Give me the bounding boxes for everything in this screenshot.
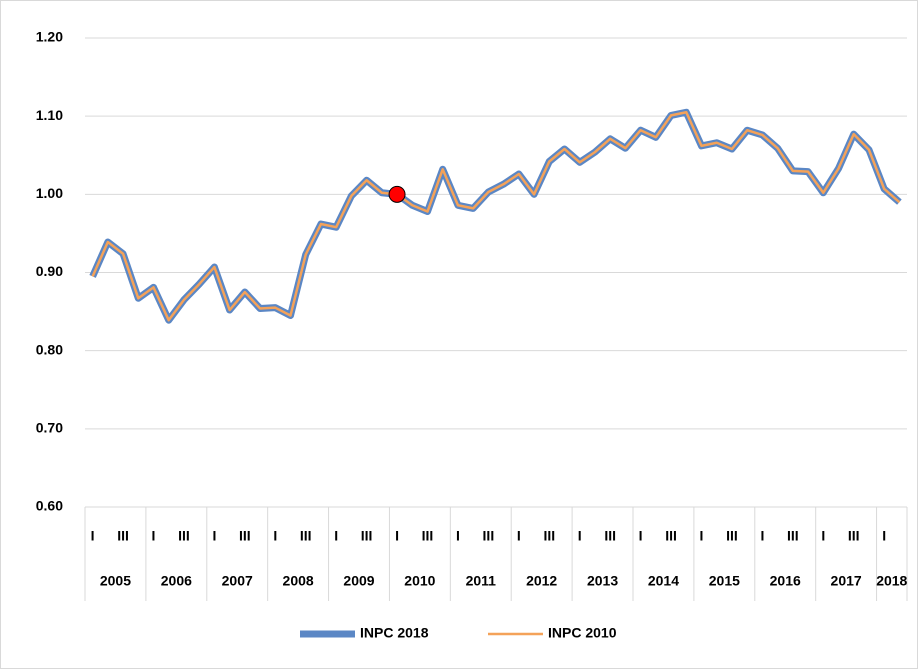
x-tick-label: I (334, 528, 338, 544)
x-tick-label: I (700, 528, 704, 544)
year-label: 2014 (648, 573, 679, 589)
year-label: 2016 (770, 573, 801, 589)
x-tick-label: III (848, 528, 860, 544)
year-label: 2007 (222, 573, 253, 589)
legend-label: INPC 2010 (548, 625, 617, 641)
y-tick-label: 0.60 (36, 498, 63, 514)
y-tick-label: 0.90 (36, 263, 63, 279)
x-tick-label: I (821, 528, 825, 544)
y-tick-label: 0.70 (36, 420, 63, 436)
y-tick-label: 1.20 (36, 29, 63, 45)
x-tick-label: I (517, 528, 521, 544)
year-label: 2012 (526, 573, 557, 589)
x-tick-label: III (543, 528, 555, 544)
x-tick-label: I (456, 528, 460, 544)
year-label: 2005 (100, 573, 131, 589)
x-tick-label: I (273, 528, 277, 544)
x-tick-label: III (483, 528, 495, 544)
x-tick-label: I (212, 528, 216, 544)
year-label: 2011 (466, 573, 497, 589)
y-tick-label: 0.80 (36, 341, 63, 357)
year-label: 2013 (587, 573, 618, 589)
y-tick-label: 1.10 (36, 107, 63, 123)
year-label: 2015 (709, 573, 740, 589)
year-label: 2010 (404, 573, 435, 589)
x-tick-label: III (361, 528, 373, 544)
x-tick-label: III (604, 528, 616, 544)
x-tick-label: I (395, 528, 399, 544)
x-tick-label: III (300, 528, 312, 544)
year-label: 2018 (876, 573, 907, 589)
x-tick-label: III (178, 528, 190, 544)
x-tick-label: III (787, 528, 799, 544)
x-tick-label: I (91, 528, 95, 544)
x-tick-label: III (726, 528, 738, 544)
series-line (91, 111, 901, 322)
year-label: 2017 (831, 573, 862, 589)
x-tick-label: III (239, 528, 251, 544)
year-label: 2006 (161, 573, 192, 589)
highlight-point (388, 185, 406, 203)
year-label: 2008 (283, 573, 314, 589)
x-tick-label: III (422, 528, 434, 544)
x-tick-label: I (639, 528, 643, 544)
x-tick-label: I (578, 528, 582, 544)
x-tick-label: I (152, 528, 156, 544)
x-tick-label: I (760, 528, 764, 544)
y-tick-label: 1.00 (36, 185, 63, 201)
legend-label: INPC 2018 (360, 625, 429, 641)
x-tick-label: I (882, 528, 886, 544)
x-tick-label: III (665, 528, 677, 544)
year-label: 2009 (343, 573, 374, 589)
x-tick-label: III (117, 528, 129, 544)
